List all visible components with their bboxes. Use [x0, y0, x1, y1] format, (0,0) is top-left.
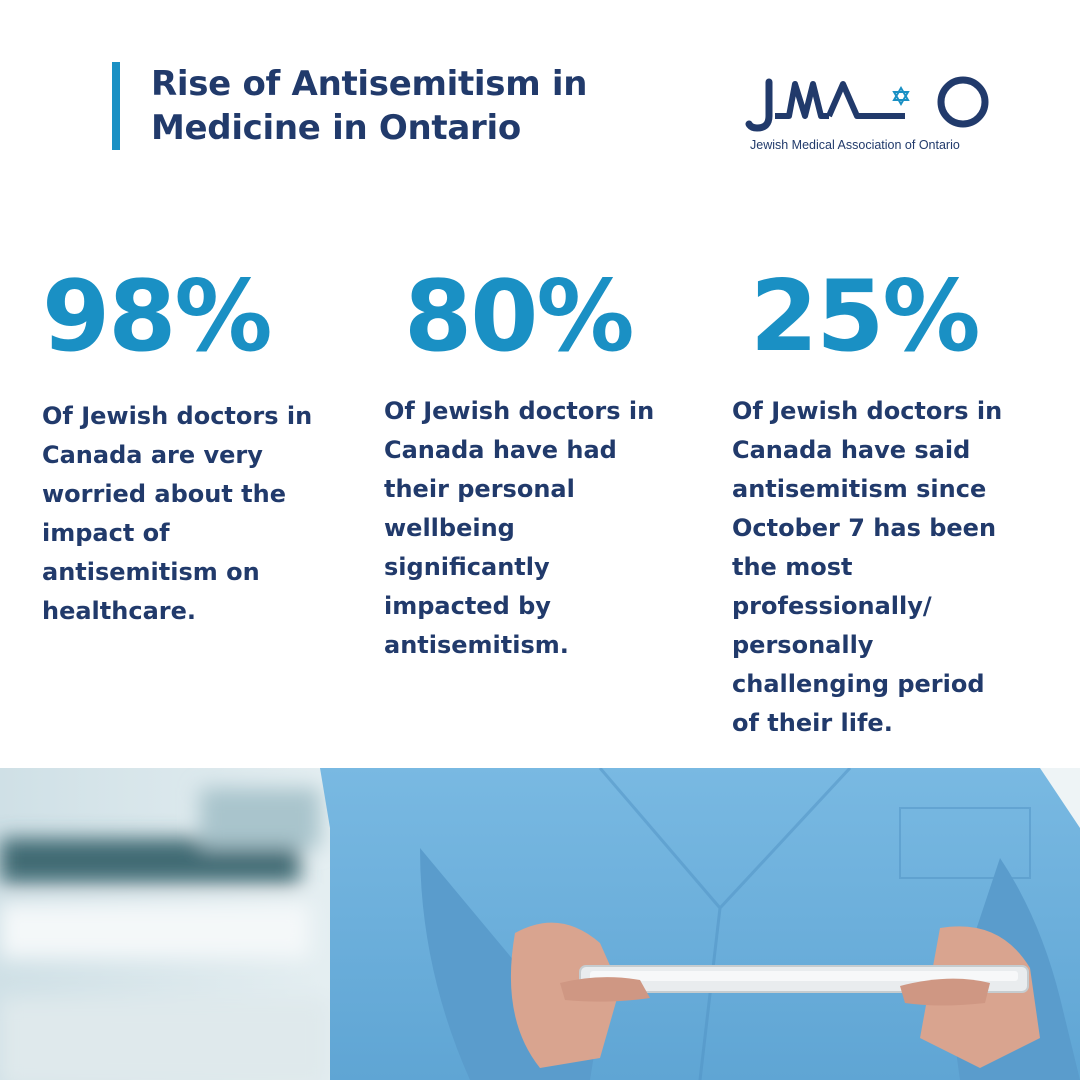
stat-80: 80% Of Jewish doctors in Canada have had… [384, 260, 654, 659]
stat-line: impact of [42, 519, 170, 547]
page-title: Rise of Antisemitism in Medicine in Onta… [151, 62, 671, 150]
stat-line: significantly [384, 553, 550, 581]
stat-line: the most [732, 553, 853, 581]
doctor-holding-tablet-photo [0, 768, 1080, 1080]
stat-line: Of Jewish doctors in [732, 397, 1003, 425]
stat-line: wellbeing [384, 514, 515, 542]
stat-value: 98% [42, 260, 273, 374]
stat-description: Of Jewish doctors in Canada have had the… [384, 392, 694, 665]
stat-line: Canada are very [42, 441, 263, 469]
logo-caption: Jewish Medical Association of Ontario [750, 138, 960, 152]
stat-description: Of Jewish doctors in Canada are very wor… [42, 397, 352, 631]
stat-value: 80% [404, 260, 635, 374]
star-of-david-icon [892, 86, 910, 106]
stat-line: of their life. [732, 709, 893, 737]
stat-line: antisemitism. [384, 631, 569, 659]
jmao-logo-mark [745, 76, 989, 132]
stat-line: October 7 has been [732, 514, 997, 542]
stat-line: Of Jewish doctors in [42, 402, 313, 430]
stat-25: 25% Of Jewish doctors in Canada have sai… [732, 260, 1002, 737]
jmao-logo: Jewish Medical Association of Ontario [745, 70, 1005, 160]
title-line-2: Medicine in Ontario [151, 108, 521, 148]
stat-value: 25% [750, 260, 981, 374]
stat-line: challenging period [732, 670, 985, 698]
stat-line: Canada have had [384, 436, 617, 464]
stat-line: antisemitism on [42, 558, 260, 586]
stat-line: professionally/ [732, 592, 932, 620]
stat-98: 98% Of Jewish doctors in Canada are very… [42, 260, 312, 625]
stat-line: antisemitism since [732, 475, 987, 503]
stat-line: personally [732, 631, 874, 659]
stat-line: Canada have said [732, 436, 971, 464]
stat-description: Of Jewish doctors in Canada have said an… [732, 392, 1042, 743]
stat-line: impacted by [384, 592, 551, 620]
stat-line: healthcare. [42, 597, 196, 625]
stat-line: Of Jewish doctors in [384, 397, 655, 425]
stat-line: worried about the [42, 480, 286, 508]
title-line-1: Rise of Antisemitism in [151, 64, 588, 104]
stat-line: their personal [384, 475, 575, 503]
title-accent-bar [112, 62, 120, 150]
